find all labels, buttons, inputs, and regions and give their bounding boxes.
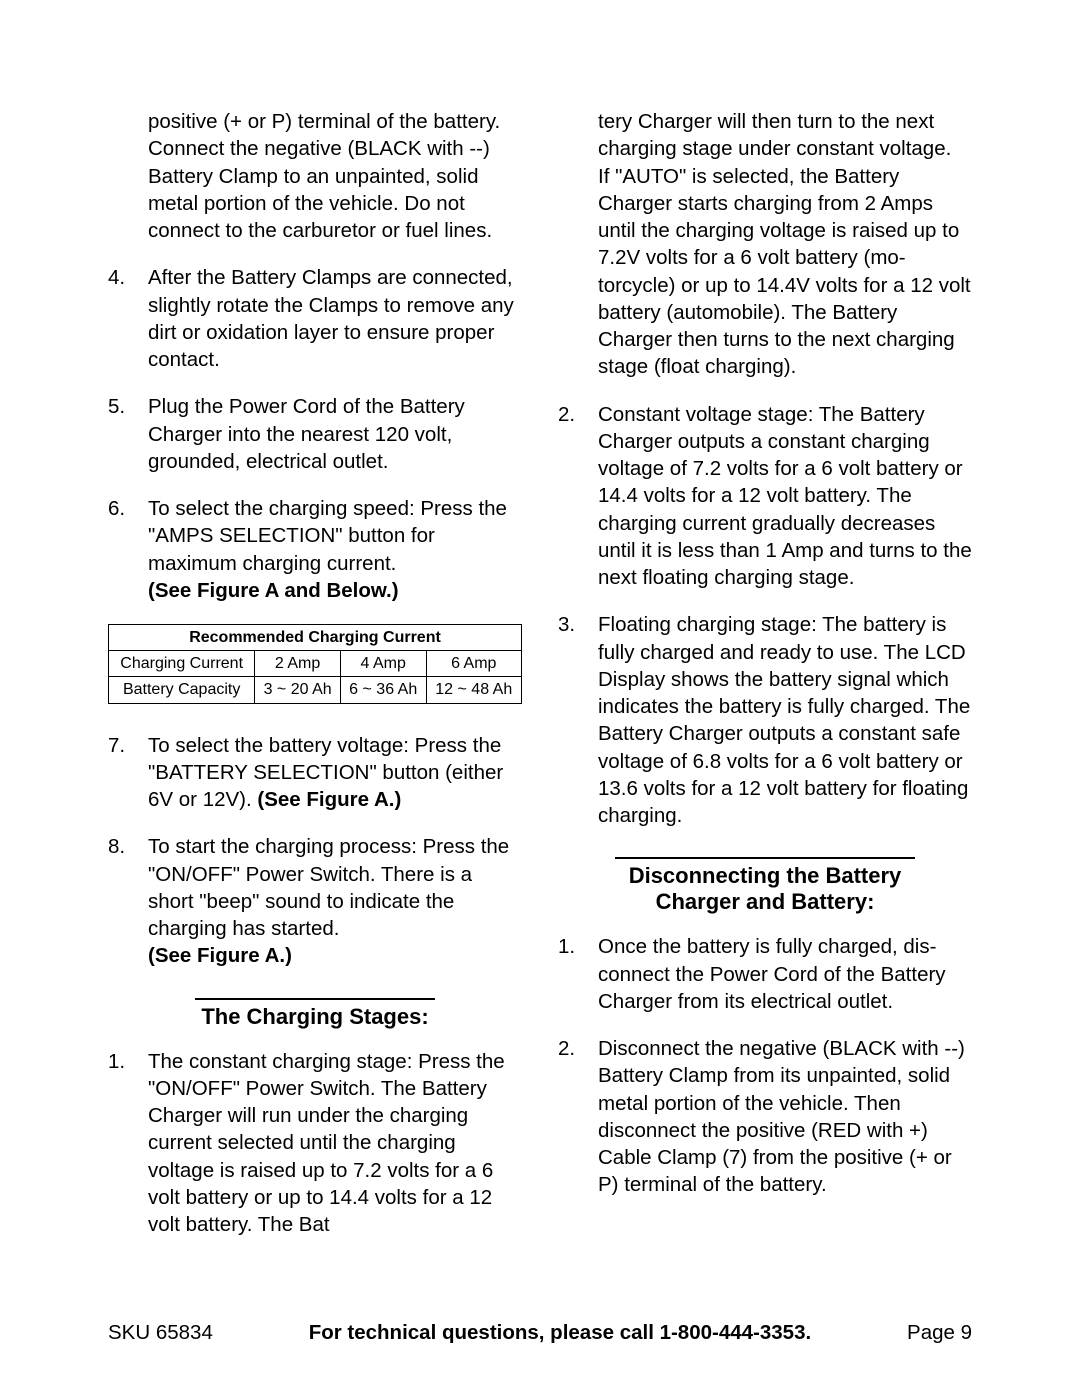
right-column: tery Charger will then turn to the next … [558, 108, 972, 1238]
item-number: 1. [558, 933, 598, 1015]
item-text: To select the charging speed: Press the … [148, 497, 507, 575]
list-item: 1. The constant charging stage: Press th… [108, 1048, 522, 1239]
item-number: 5. [108, 393, 148, 475]
item-body: To select the battery voltage: Press the… [148, 732, 522, 814]
table-cell: 4 Amp [340, 651, 426, 677]
heading-text-line1: Disconnecting the Battery [629, 863, 902, 888]
list-item: 8. To start the charging process: Press … [108, 833, 522, 969]
table-cell: 6 Amp [426, 651, 522, 677]
item-body: Floating charging stage: The battery is … [598, 611, 972, 829]
page-footer: SKU 65834 For technical questions, pleas… [108, 1321, 972, 1345]
list-item: 1. Once the battery is fully charged, di… [558, 933, 972, 1015]
list-item: 3. Floating charging stage: The battery … [558, 611, 972, 829]
item-body: Disconnect the negative (BLACK with --) … [598, 1035, 972, 1199]
list-item: 4. After the Battery Clamps are con­nect… [108, 264, 522, 373]
table-cell: 12 ~ 48 Ah [426, 677, 522, 703]
heading-rule [195, 998, 435, 1000]
list-item: 7. To select the battery voltage: Press … [108, 732, 522, 814]
table-title: Recommended Charging Current [109, 625, 522, 651]
columns: positive (+ or P) terminal of the bat­te… [108, 108, 972, 1238]
table-cell: 6 ~ 36 Ah [340, 677, 426, 703]
item-number: 8. [108, 833, 148, 969]
item-number: 1. [108, 1048, 148, 1239]
item-number: 2. [558, 1035, 598, 1199]
item-number: 6. [108, 495, 148, 604]
footer-sku: SKU 65834 [108, 1321, 213, 1345]
table-cell: 2 Amp [255, 651, 341, 677]
heading-rule [615, 857, 915, 859]
item-number: 7. [108, 732, 148, 814]
item-bold-ref: (See Figure A.) [257, 788, 401, 811]
item-body: Once the battery is fully charged, dis­c… [598, 933, 972, 1015]
continuation-text: positive (+ or P) terminal of the bat­te… [148, 108, 522, 244]
page: positive (+ or P) terminal of the bat­te… [0, 0, 1080, 1238]
section-heading-charging-stages: The Charging Stages: [108, 998, 522, 1030]
item-text: To start the charging process: Press the… [148, 835, 509, 940]
list-item: 5. Plug the Power Cord of the Battery Ch… [108, 393, 522, 475]
heading-text-line2: Charger and Battery: [656, 889, 875, 914]
list-item: 2. Disconnect the negative (BLACK with -… [558, 1035, 972, 1199]
left-column: positive (+ or P) terminal of the bat­te… [108, 108, 522, 1238]
table-cell: Battery Capacity [109, 677, 255, 703]
footer-support-phone: For technical questions, please call 1-8… [213, 1321, 907, 1345]
list-item: 2. Constant voltage stage: The Battery C… [558, 401, 972, 592]
continuation-text: tery Charger will then turn to the next … [558, 108, 972, 163]
item-body: The constant charging stage: Press the "… [148, 1048, 522, 1239]
item-number: 4. [108, 264, 148, 373]
charging-current-table: Recommended Charging Current Charging Cu… [108, 624, 522, 704]
footer-page-number: Page 9 [907, 1321, 972, 1345]
list-item: 6. To select the charging speed: Press t… [108, 495, 522, 604]
item-number: 3. [558, 611, 598, 829]
heading-text: The Charging Stages: [201, 1004, 428, 1029]
item-body: To select the charging speed: Press the … [148, 495, 522, 604]
table-cell: 3 ~ 20 Ah [255, 677, 341, 703]
item-body: To start the charging process: Press the… [148, 833, 522, 969]
item-body: After the Battery Clamps are con­nected,… [148, 264, 522, 373]
item-bold-ref: (See Figure A and Below.) [148, 579, 399, 602]
table-cell: Charging Current [109, 651, 255, 677]
item-body: Plug the Power Cord of the Battery Charg… [148, 393, 522, 475]
item-number: 2. [558, 401, 598, 592]
section-heading-disconnecting: Disconnecting the Battery Charger and Ba… [558, 857, 972, 915]
item-body: Constant voltage stage: The Battery Char… [598, 401, 972, 592]
continuation-text: If "AUTO" is selected, the Battery Charg… [558, 163, 972, 381]
item-bold-ref: (See Figure A.) [148, 944, 292, 967]
